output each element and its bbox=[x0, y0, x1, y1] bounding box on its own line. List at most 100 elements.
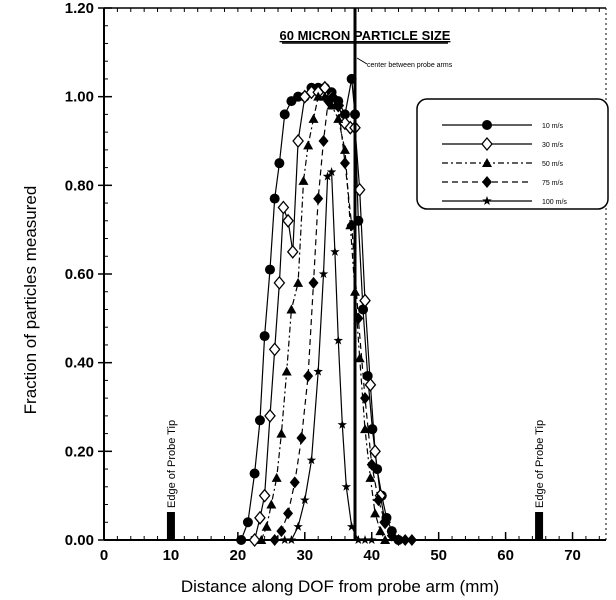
data-point-diamond-open bbox=[254, 510, 266, 525]
y-tick-label: 0.00 bbox=[65, 532, 94, 549]
data-point-diamond-open bbox=[481, 136, 493, 152]
data-point-triangle bbox=[370, 508, 381, 518]
data-point-diamond bbox=[269, 534, 280, 546]
data-point-triangle bbox=[298, 175, 309, 185]
data-point-star bbox=[330, 246, 340, 256]
data-point-triangle bbox=[256, 535, 267, 544]
data-point-diamond bbox=[327, 90, 338, 103]
data-point-triangle bbox=[380, 535, 391, 544]
data-point-circle bbox=[279, 109, 290, 120]
center-arrow bbox=[356, 57, 368, 65]
chart-title: 60 MICRON PARTICLE SIZE bbox=[280, 28, 451, 43]
data-point-diamond-open bbox=[264, 408, 276, 423]
series-3 bbox=[269, 90, 417, 546]
data-point-diamond bbox=[283, 507, 294, 520]
data-point-triangle bbox=[354, 353, 365, 363]
data-point-triangle bbox=[271, 472, 282, 482]
data-point-diamond-open bbox=[364, 377, 377, 392]
x-tick-label: 20 bbox=[230, 547, 247, 564]
x-tick-label: 40 bbox=[363, 547, 380, 564]
data-point-star bbox=[322, 171, 333, 181]
data-point-star bbox=[318, 269, 329, 278]
data-point-diamond bbox=[360, 392, 371, 405]
data-point-diamond bbox=[276, 525, 287, 538]
data-point-diamond-open bbox=[359, 293, 371, 308]
data-point-star bbox=[333, 335, 343, 345]
data-point-diamond-open bbox=[273, 275, 286, 290]
data-point-star bbox=[341, 481, 352, 491]
data-point-star bbox=[346, 521, 357, 531]
y-axis-title: Fraction of particles measured bbox=[21, 186, 40, 415]
data-point-diamond bbox=[333, 99, 344, 112]
legend-label: 100 m/s bbox=[542, 199, 567, 206]
data-point-star bbox=[313, 366, 323, 376]
x-tick-label: 60 bbox=[497, 547, 514, 564]
data-point-circle bbox=[249, 468, 260, 479]
data-point-star bbox=[353, 535, 364, 544]
probe-tip-bar bbox=[535, 512, 544, 540]
x-tick-label: 50 bbox=[430, 547, 447, 564]
x-tick-label: 30 bbox=[296, 547, 313, 564]
data-point-diamond bbox=[303, 369, 314, 382]
data-point-diamond bbox=[308, 276, 319, 289]
data-point-triangle bbox=[482, 158, 492, 167]
data-point-diamond-open bbox=[277, 200, 290, 215]
legend: 10 m/s 30 m/s 50 m/s 75 m/s 100 m/s bbox=[416, 98, 609, 210]
y-tick-label: 1.20 bbox=[65, 0, 94, 17]
legend-label: 50 m/s bbox=[542, 161, 564, 168]
x-axis-title: Distance along DOF from probe arm (mm) bbox=[181, 577, 499, 596]
data-point-star bbox=[280, 535, 290, 544]
data-point-triangle bbox=[313, 91, 324, 101]
data-point-triangle bbox=[266, 499, 277, 509]
data-point-star bbox=[286, 535, 297, 544]
data-point-triangle bbox=[326, 100, 337, 110]
data-point-triangle bbox=[375, 526, 386, 536]
data-point-circle bbox=[269, 193, 280, 204]
data-point-diamond bbox=[380, 516, 391, 529]
data-point-diamond bbox=[313, 192, 324, 205]
data-point-star bbox=[326, 167, 337, 177]
probe-tip-label: Edge of Probe Tip bbox=[166, 420, 178, 508]
data-point-diamond-open bbox=[258, 488, 271, 503]
legend-box bbox=[416, 98, 609, 210]
data-point-circle bbox=[274, 158, 285, 169]
data-point-circle bbox=[367, 424, 378, 435]
x-tick-label: 10 bbox=[163, 547, 180, 564]
data-point-diamond bbox=[482, 176, 492, 188]
data-point-diamond-open bbox=[286, 244, 299, 259]
data-point-triangle bbox=[286, 304, 297, 314]
data-point-diamond bbox=[339, 157, 350, 170]
data-point-star bbox=[482, 196, 492, 205]
probe-tip-markers: Edge of Probe Tip Edge of Probe Tip bbox=[166, 420, 546, 540]
data-point-diamond bbox=[289, 476, 300, 489]
y-tick-label: 0.20 bbox=[65, 443, 94, 460]
data-point-triangle bbox=[303, 140, 314, 150]
data-point-circle bbox=[358, 304, 369, 315]
y-tick-label: 1.00 bbox=[65, 89, 94, 106]
y-tick-label: 0.60 bbox=[65, 266, 94, 283]
y-tick-label: 0.40 bbox=[65, 355, 94, 372]
y-tick-label: 0.80 bbox=[65, 177, 94, 194]
legend-label: 30 m/s bbox=[542, 142, 564, 149]
x-tick-label: 0 bbox=[100, 547, 108, 564]
data-point-diamond bbox=[318, 135, 329, 147]
legend-label: 75 m/s bbox=[542, 180, 564, 187]
probe-tip-label: Edge of Probe Tip bbox=[534, 420, 546, 508]
data-point-circle bbox=[254, 415, 265, 426]
data-point-triangle bbox=[333, 113, 344, 123]
data-point-diamond bbox=[400, 534, 411, 546]
data-point-star bbox=[293, 521, 303, 531]
data-point-triangle bbox=[308, 113, 319, 123]
probe-tip-bar bbox=[166, 512, 175, 540]
data-point-triangle bbox=[360, 424, 371, 434]
data-point-circle bbox=[242, 517, 253, 528]
data-point-diamond bbox=[393, 534, 404, 546]
data-point-circle bbox=[264, 264, 275, 275]
data-point-triangle bbox=[293, 277, 304, 287]
data-point-diamond bbox=[296, 432, 307, 445]
data-point-diamond-open bbox=[369, 444, 381, 459]
data-point-diamond-open bbox=[292, 133, 304, 149]
data-point-star bbox=[300, 495, 310, 505]
data-point-diamond bbox=[373, 494, 384, 507]
